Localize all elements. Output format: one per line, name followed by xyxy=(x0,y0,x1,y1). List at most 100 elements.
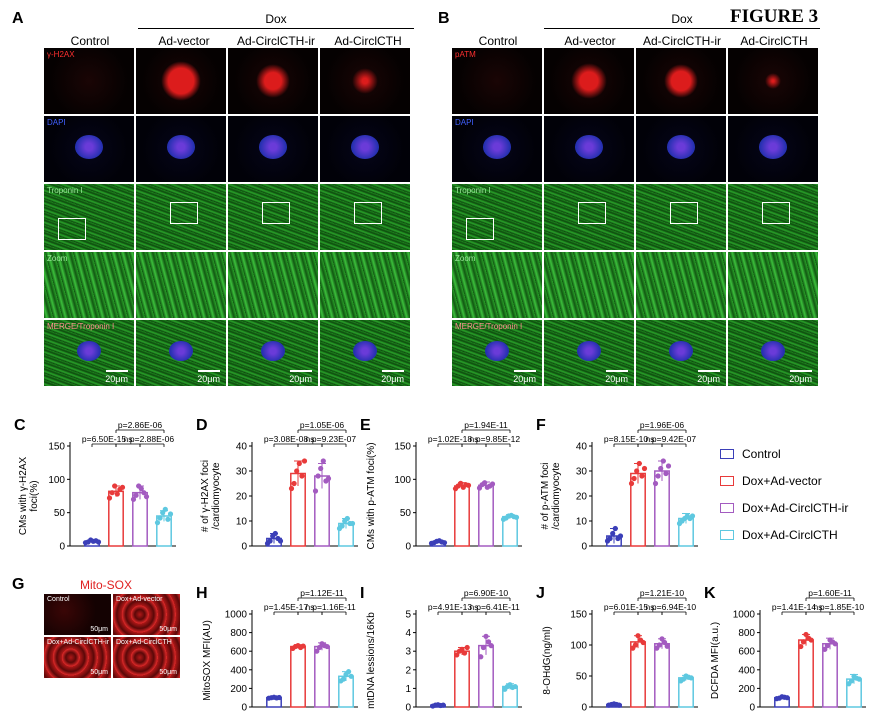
y-tick-label: 10 xyxy=(236,517,248,528)
bar xyxy=(454,650,470,708)
tile-label: Control xyxy=(47,596,70,603)
y-tick-label: 10 xyxy=(576,517,588,528)
data-point xyxy=(441,540,448,546)
y-tick-label: 0 xyxy=(405,542,411,553)
significance-label: ns xyxy=(124,434,133,444)
nucleus xyxy=(259,135,287,159)
data-point xyxy=(276,694,282,701)
panel-letter: D xyxy=(196,417,208,434)
mitosox-tile: Dox+Ad-CirclCTH 50μm xyxy=(113,637,180,678)
mitosox-tile: Dox+Ad-vector 50μm xyxy=(113,594,180,635)
micrograph-tile xyxy=(636,252,726,318)
significance-label: p=1.96E-06 xyxy=(640,420,684,430)
micrograph-tile xyxy=(136,184,226,250)
data-point xyxy=(130,496,137,502)
scale-bar xyxy=(198,370,220,372)
data-point xyxy=(165,516,171,522)
nucleus xyxy=(577,341,601,362)
data-point xyxy=(632,642,638,648)
significance-label: p=1.94E-11 xyxy=(464,420,508,430)
legend-label: Dox+Ad-CirclCTH-ir xyxy=(742,501,849,515)
scale-bar-label: 20μm xyxy=(605,374,628,384)
nucleus xyxy=(77,341,101,362)
data-point xyxy=(458,480,464,486)
micrograph-tile: Troponin I xyxy=(452,184,542,250)
micrograph-tile: Zoom xyxy=(452,252,542,318)
data-point xyxy=(803,631,809,638)
nucleus xyxy=(669,341,693,362)
y-tick-label: 3 xyxy=(405,647,411,658)
y-tick-label: 150 xyxy=(570,610,587,621)
micrograph-tile: MERGE/Troponin I 20μm xyxy=(44,320,134,386)
bar xyxy=(314,645,330,708)
y-axis-label: /cardiomyocyte xyxy=(551,462,562,530)
row-label: MERGE/Troponin I xyxy=(455,322,523,331)
significance-label: ns xyxy=(470,434,479,444)
data-point xyxy=(272,530,278,537)
zoom-box xyxy=(262,202,290,224)
zoom-box xyxy=(58,218,86,240)
y-axis-label: mtDNA lessions/16Kb xyxy=(366,612,377,709)
mitosox-tile: Control 50μm xyxy=(44,594,111,635)
data-point xyxy=(288,485,295,492)
row-label: DAPI xyxy=(47,118,66,127)
chart-d: D 0 10 20 30 40 # of γ-H2AX foci/cardiomyocyte… xyxy=(196,417,358,553)
zoom-box xyxy=(170,202,198,224)
significance-label: ns xyxy=(306,602,315,612)
data-point xyxy=(636,460,642,467)
row-label: Zoom xyxy=(455,254,476,263)
micrograph-tile xyxy=(320,48,410,114)
micrograph-tile: 20μm xyxy=(228,320,318,386)
micrograph-tile xyxy=(728,184,818,250)
micrograph-tile xyxy=(136,48,226,114)
row-label: DAPI xyxy=(455,118,474,127)
micrograph-tile: DAPI xyxy=(452,116,542,182)
micrograph-tile: Zoom xyxy=(44,252,134,318)
data-point xyxy=(339,523,345,529)
panel-a-dox-header: Dox xyxy=(265,12,287,26)
scale-bar-label: 50μm xyxy=(90,626,108,633)
significance-label: ns xyxy=(306,434,315,444)
row-label: Troponin I xyxy=(47,186,83,195)
data-point xyxy=(344,515,350,522)
significance-label: p=1.02E-18 xyxy=(428,434,472,444)
y-tick-label: 400 xyxy=(230,665,247,676)
y-axis-label: foci(%) xyxy=(29,480,40,511)
foci-cluster xyxy=(161,61,201,101)
significance-label: p=1.21E-10 xyxy=(640,588,684,598)
data-point xyxy=(488,643,494,649)
y-tick-label: 1000 xyxy=(225,610,248,621)
nucleus xyxy=(261,341,285,362)
panel-letter-g: G xyxy=(12,576,25,593)
data-point xyxy=(312,488,319,494)
significance-label: p=4.91E-13 xyxy=(428,602,472,612)
significance-label: p=1.16E-11 xyxy=(312,602,356,612)
micrograph-tile xyxy=(136,116,226,182)
scale-bar-label: 50μm xyxy=(90,669,108,676)
y-tick-label: 50 xyxy=(400,508,412,519)
panel-a-dox-line xyxy=(138,28,414,29)
nucleus xyxy=(575,135,603,159)
significance-label: p=8.15E-10 xyxy=(604,434,648,444)
micrograph-tile xyxy=(228,48,318,114)
data-point xyxy=(459,646,465,652)
data-point xyxy=(832,641,838,647)
y-tick-label: 800 xyxy=(230,628,247,639)
data-point xyxy=(95,539,102,545)
data-point xyxy=(628,480,635,487)
data-point xyxy=(486,639,492,645)
data-point xyxy=(808,637,814,643)
data-point xyxy=(114,491,120,497)
significance-label: ns xyxy=(646,434,655,444)
y-tick-label: 30 xyxy=(576,467,588,478)
data-point xyxy=(340,676,346,682)
nucleus xyxy=(667,135,695,159)
y-tick-label: 50 xyxy=(576,672,588,683)
scale-bar xyxy=(106,370,128,372)
data-point xyxy=(656,642,662,648)
panel-letter-b: B xyxy=(438,10,450,27)
data-point xyxy=(277,538,284,544)
micrograph-tile xyxy=(544,184,634,250)
nucleus xyxy=(169,341,193,362)
micrograph-tile: 20μm xyxy=(728,320,818,386)
